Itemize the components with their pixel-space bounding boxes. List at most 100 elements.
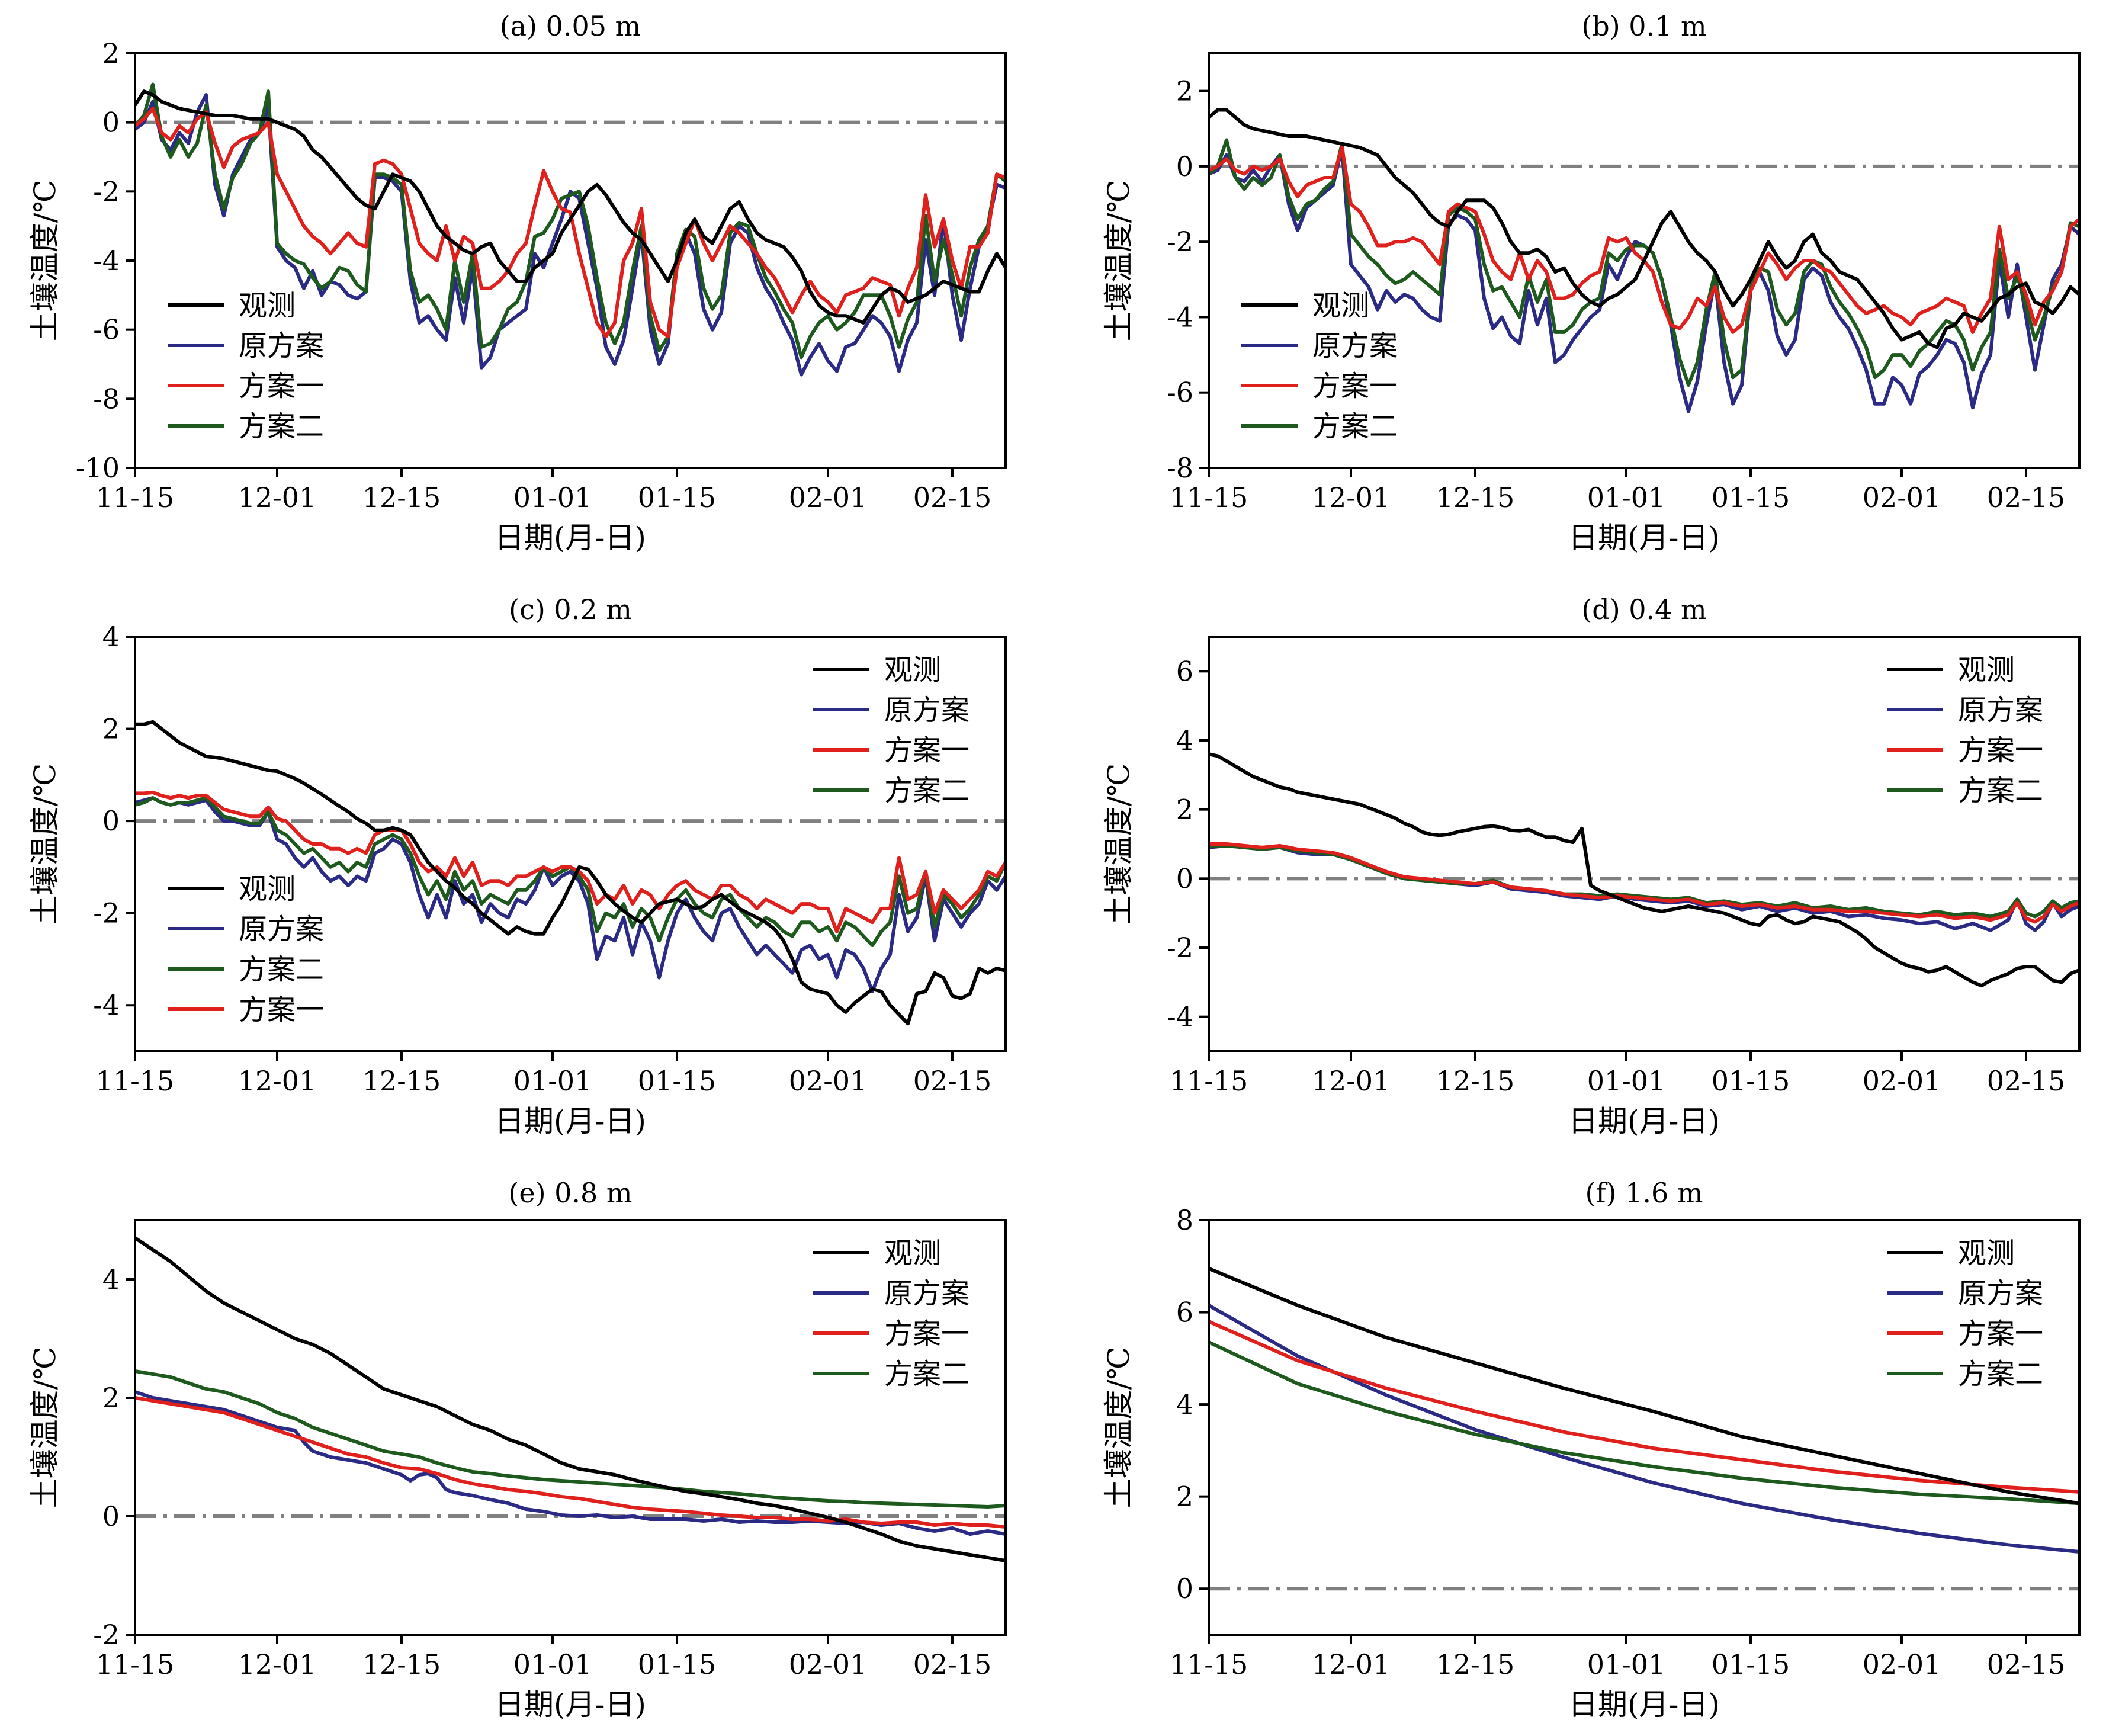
legend-label: 方案一 [239,993,324,1026]
legend-label: 原方案 [1958,1277,2043,1310]
series-line-original [135,93,1006,377]
series-line-original [1209,1304,2079,1554]
y-tick-label: 2 [102,1382,120,1414]
legend-label: 方案一 [884,1317,969,1350]
y-tick-label: -8 [1167,452,1193,484]
legend-label: 方案二 [1312,410,1398,443]
y-tick-label: -2 [93,897,120,929]
y-tick-label: 4 [1176,1388,1193,1420]
y-tick-label: -2 [1167,932,1193,964]
x-tick-label: 01-15 [638,1648,717,1680]
x-tick-label: 12-15 [362,482,441,514]
series-line-original [135,1390,1006,1536]
y-tick-label: -4 [93,245,120,277]
x-tick-label: 11-15 [96,1065,175,1097]
y-tick-label: -8 [93,383,120,415]
y-tick-label: 0 [102,805,120,837]
y-tick-label: -6 [1167,377,1193,409]
y-tick-label: 2 [1176,794,1193,826]
panel-6: (f) 1.6 m 11-15 12-01 12-15 01-01 01-15 02-01 0… [1102,1177,2081,1722]
y-tick-label: -2 [1167,226,1193,258]
panel-2: (b) 0.1 m 11-15 12-01 12-15 01-01 01-15 02-01 0… [1102,10,2081,555]
x-tick-label: 12-01 [1312,1648,1391,1680]
y-tick-label: -2 [93,175,120,207]
x-tick-label: 11-15 [96,482,175,514]
x-tick-label: 01-01 [513,1648,592,1680]
x-tick-label: 01-01 [1587,1648,1666,1680]
y-tick-label: 0 [1176,1573,1193,1605]
x-tick-label: 02-15 [913,1065,992,1097]
x-axis-label: 日期(月-日) [1568,521,1720,555]
legend-label: 观测 [239,872,296,906]
series-line-observed [135,1236,1006,1562]
axes-frame [134,1219,1007,1636]
x-axis-label: 日期(月-日) [1568,1687,1720,1722]
legend-label: 原方案 [1958,694,2043,727]
x-tick-label: 02-15 [1987,1065,2066,1097]
series-line-observed [135,720,1006,1026]
legend-label: 方案一 [884,734,969,767]
legend-label: 方案一 [1958,1317,2043,1350]
y-tick-label: 0 [1176,862,1193,894]
x-tick-label: 02-15 [1987,1648,2066,1680]
legend-label: 方案二 [1958,774,2043,807]
panel-title: (a) 0.05 m [500,10,641,42]
x-tick-label: 12-01 [238,1065,317,1097]
panel-1: (a) 0.05 m 11-15 12-01 12-15 01-01 01-15 02-01… [28,10,1007,555]
y-tick-label: 6 [1176,655,1193,687]
x-tick-label: 01-15 [638,482,717,514]
y-axis-label: 土壤温度/℃ [1102,180,1136,342]
axes-frame [1208,1219,2081,1636]
legend-label: 方案二 [239,953,324,986]
x-tick-label: 02-01 [789,482,868,514]
series-line-observed [135,89,1006,325]
x-axis-label: 日期(月-日) [1568,1104,1720,1138]
series-line-scheme2 [1209,1340,2079,1506]
x-tick-label: 02-15 [913,1648,992,1680]
series-line-scheme1 [1209,842,2079,924]
legend-label: 原方案 [1312,329,1398,362]
x-tick-label: 12-01 [1312,482,1391,514]
x-tick-label: 11-15 [1170,482,1248,514]
series-line-original [135,796,1006,993]
axes-frame [134,636,1007,1052]
y-tick-label: -4 [1167,301,1193,333]
x-axis-label: 日期(月-日) [495,521,646,555]
legend-label: 观测 [884,653,941,686]
y-tick-label: -10 [76,452,120,484]
x-tick-label: 12-15 [1436,482,1515,514]
x-tick-label: 01-01 [513,1065,592,1097]
y-tick-label: 2 [1176,75,1193,107]
y-tick-label: 0 [1176,150,1193,182]
series-line-scheme2 [135,82,1006,360]
series-line-scheme2 [135,1369,1006,1509]
panel-3: (c) 0.2 m 11-15 12-01 12-15 01-01 01-15 02-01 0… [28,593,1007,1138]
x-tick-label: 12-01 [238,1648,317,1680]
y-tick-label: 4 [102,621,120,653]
y-tick-label: 6 [1176,1297,1193,1329]
y-tick-label: 2 [102,713,120,745]
x-tick-label: 12-15 [1436,1648,1515,1680]
panel-title: (b) 0.1 m [1581,10,1706,42]
x-tick-label: 11-15 [1170,1648,1248,1680]
x-tick-label: 02-01 [789,1648,868,1680]
x-tick-label: 01-01 [513,482,592,514]
x-tick-label: 01-01 [1587,1065,1666,1097]
legend-label: 观测 [1958,653,2015,686]
x-tick-label: 12-01 [1312,1065,1391,1097]
x-tick-label: 01-01 [1587,482,1666,514]
y-tick-label: -4 [93,989,120,1021]
x-tick-label: 02-01 [1863,1648,1941,1680]
y-tick-label: 2 [1176,1481,1193,1513]
x-tick-label: 12-15 [362,1065,441,1097]
legend-label: 原方案 [884,1277,969,1310]
axes-frame [1208,636,2081,1052]
legend-label: 方案一 [239,370,324,403]
y-tick-label: -2 [93,1619,120,1651]
legend-label: 观测 [1312,289,1369,322]
series-line-scheme1 [135,1396,1006,1529]
